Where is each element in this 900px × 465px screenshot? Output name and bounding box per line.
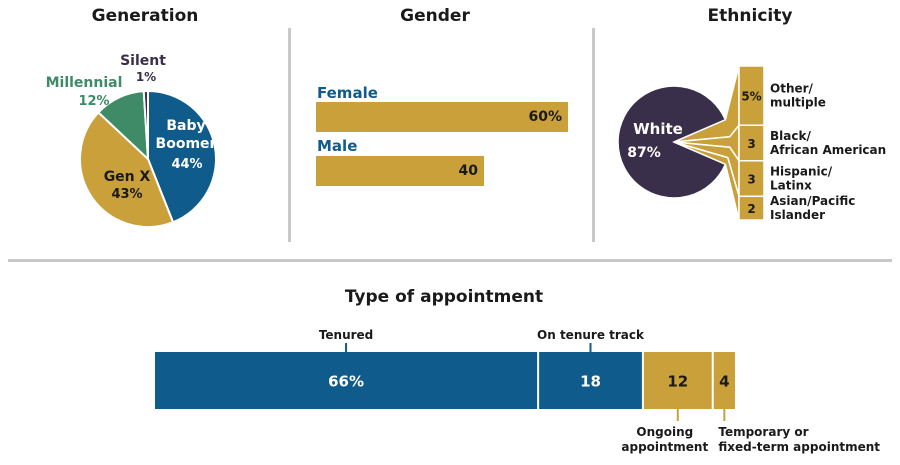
ethnicity-pie-chart: White 87% 5% Other/multiple 3 Black/African A… xyxy=(617,65,886,222)
gender-label-male: Male xyxy=(317,137,358,155)
category-label-hispanic-latinx-1: Latinx xyxy=(770,179,812,193)
category-label-other-multiple-1: multiple xyxy=(770,96,826,110)
box-value-black-african-american: 3 xyxy=(747,137,755,151)
category-label-asian-pacific-islander-1: Islander xyxy=(770,208,825,222)
bar-on-tenure-track xyxy=(539,352,642,409)
gender-label-female: Female xyxy=(317,84,378,102)
gender-title: Gender xyxy=(400,6,470,26)
appointment-title: Type of appointment xyxy=(344,287,544,307)
bar-label-tenured: Tenured xyxy=(319,328,373,342)
category-label-asian-pacific-islander-0: Asian/Pacific xyxy=(770,194,855,208)
bar-value-ongoing-appointment: 12 xyxy=(667,373,688,391)
generation-title: Generation xyxy=(91,6,199,26)
generation-pie-chart: Baby Boomer 44% Gen X 43% Millennial 12% Silent… xyxy=(46,53,217,228)
category-label-other-multiple-0: Other/ xyxy=(770,82,814,96)
category-label-black-african-american-1: African American xyxy=(770,143,886,157)
bar-label-temporary-or-fixed-term-appointment-0: Temporary or xyxy=(718,425,808,439)
pie-slice-silent xyxy=(142,89,149,160)
box-value-asian-pacific-islander: 2 xyxy=(747,202,755,216)
separator-right xyxy=(592,28,595,242)
pie-label-boomer: Boomer xyxy=(156,136,217,152)
bar-label-temporary-or-fixed-term-appointment-1: fixed-term appointment xyxy=(718,440,880,454)
pie-slice-gen-x xyxy=(79,111,175,228)
box-value-other-multiple: 5% xyxy=(741,90,761,104)
bar-value-temporary-or-fixed-term-appointment: 4 xyxy=(719,373,729,391)
ethnicity-title: Ethnicity xyxy=(707,6,793,26)
category-label-hispanic-latinx-0: Hispanic/ xyxy=(770,165,833,179)
bar-label-on-tenure-track: On tenure track xyxy=(537,328,645,342)
gender-bar-female xyxy=(316,102,568,132)
box-asian-pacific-islander xyxy=(738,195,765,221)
box-black-african-american xyxy=(738,124,765,162)
bar-tenured xyxy=(155,352,538,409)
category-label-black-african-american-0: Black/ xyxy=(770,129,811,143)
pie-value-gen-x: 43% xyxy=(111,187,142,202)
appointment-bar-chart: 66% Tenured 18 On tenure track 12 Ongoingappo… xyxy=(155,328,880,454)
bar-value-tenured: 66% xyxy=(328,373,364,391)
box-value-hispanic-latinx: 3 xyxy=(747,173,755,187)
bar-ongoing-appointment xyxy=(643,352,712,409)
bar-label-ongoing-appointment-1: appointment xyxy=(621,440,708,454)
gender-value-female: 60% xyxy=(528,109,562,125)
separator-left xyxy=(288,28,291,242)
pie-label-baby: Baby xyxy=(166,118,205,134)
gender-value-male: 40 xyxy=(458,163,478,179)
pie-label-silent: Silent xyxy=(120,53,166,69)
pie-label-millennial: Millennial xyxy=(46,75,123,91)
separator-horizontal xyxy=(8,259,892,262)
pie-label-white: White xyxy=(633,120,683,138)
pie-value-white: 87% xyxy=(627,145,661,161)
pie-slice-white xyxy=(617,85,727,199)
pie-value-silent: 1% xyxy=(136,70,156,84)
box-other-multiple xyxy=(738,65,765,126)
gender-bar-male xyxy=(316,156,484,186)
pie-label-gen-x: Gen X xyxy=(104,169,151,185)
pie-slice-baby-boomer xyxy=(147,89,217,224)
pie-value-millennial: 12% xyxy=(78,94,109,109)
bar-label-ongoing-appointment-0: Ongoing xyxy=(636,425,693,439)
bar-value-on-tenure-track: 18 xyxy=(580,373,601,391)
pie-value-baby-boomer: 44% xyxy=(171,157,202,172)
bar-temporary-or-fixed-term-appointment xyxy=(713,352,735,409)
